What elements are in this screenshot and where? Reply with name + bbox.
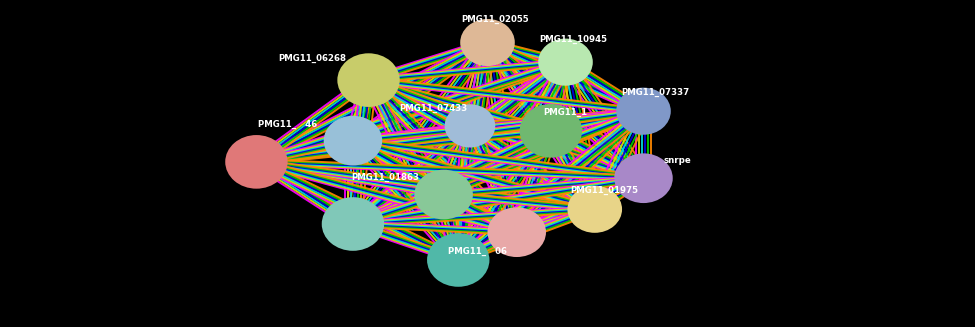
Ellipse shape xyxy=(427,233,489,287)
Ellipse shape xyxy=(414,170,473,219)
Text: PMG11_07433: PMG11_07433 xyxy=(400,104,468,113)
Ellipse shape xyxy=(567,186,622,233)
Ellipse shape xyxy=(322,197,384,251)
Text: PMG11_1: PMG11_1 xyxy=(543,108,588,117)
Text: PMG11_   46: PMG11_ 46 xyxy=(258,120,317,129)
Text: PMG11_01975: PMG11_01975 xyxy=(570,186,639,195)
Text: PMG11_07337: PMG11_07337 xyxy=(621,88,689,97)
Ellipse shape xyxy=(538,39,593,86)
Ellipse shape xyxy=(324,116,382,165)
Text: snrpe: snrpe xyxy=(664,156,691,165)
Ellipse shape xyxy=(337,53,400,107)
Ellipse shape xyxy=(616,88,671,135)
Text: PMG11_   06: PMG11_ 06 xyxy=(448,247,507,256)
Ellipse shape xyxy=(460,19,515,66)
Ellipse shape xyxy=(445,104,495,147)
Text: PMG11_10945: PMG11_10945 xyxy=(539,35,607,44)
Ellipse shape xyxy=(488,207,546,257)
Text: PMG11_01863: PMG11_01863 xyxy=(351,173,419,182)
Ellipse shape xyxy=(225,135,288,189)
Text: PMG11_06268: PMG11_06268 xyxy=(278,54,346,63)
Ellipse shape xyxy=(520,104,582,158)
Text: PMG11_02055: PMG11_02055 xyxy=(461,15,529,24)
Ellipse shape xyxy=(614,153,673,203)
